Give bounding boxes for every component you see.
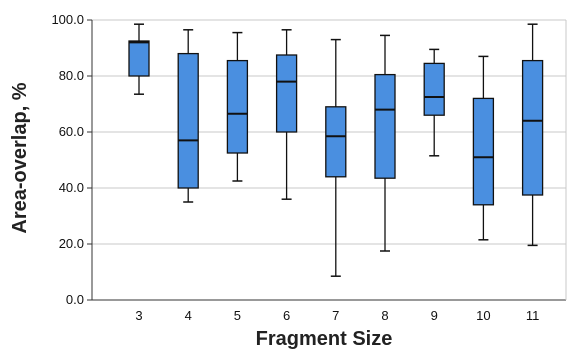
x-tick-label: 6 <box>283 308 290 323</box>
box-iqr <box>275 54 298 133</box>
y-tick-label: 0.0 <box>66 292 84 307</box>
y-tick-label: 20.0 <box>59 236 84 251</box>
box-iqr <box>374 73 396 179</box>
y-tick-label: 80.0 <box>59 68 84 83</box>
tick-labels: 0.0 20.0 40.0 60.0 80.0 100.0 3 4 5 6 7 8 9 10 11 <box>51 12 539 323</box>
y-tick-label: 100.0 <box>51 12 84 27</box>
box-iqr <box>226 59 249 154</box>
y-axis-title: Area-overlap, % <box>9 82 31 233</box>
x-tick-label: 4 <box>185 308 192 323</box>
box-iqr <box>325 106 347 178</box>
x-tick-label: 7 <box>332 308 339 323</box>
x-tick-label: 11 <box>526 308 540 323</box>
x-axis-title: Fragment Size <box>256 328 393 350</box>
boxes <box>128 23 544 277</box>
box-iqr <box>177 52 199 189</box>
x-tick-label: 8 <box>381 308 388 323</box>
y-tick-label: 40.0 <box>59 180 84 195</box>
box-iqr <box>423 62 445 116</box>
axes <box>87 19 567 301</box>
x-tick-label: 5 <box>234 308 241 323</box>
x-tick-label: 9 <box>431 308 438 323</box>
y-tick-label: 60.0 <box>59 124 84 139</box>
x-tick-label: 10 <box>476 308 490 323</box>
box-iqr <box>128 40 150 77</box>
box-iqr <box>521 59 544 196</box>
x-tick-label: 3 <box>135 308 142 323</box>
box-iqr <box>472 97 495 206</box>
